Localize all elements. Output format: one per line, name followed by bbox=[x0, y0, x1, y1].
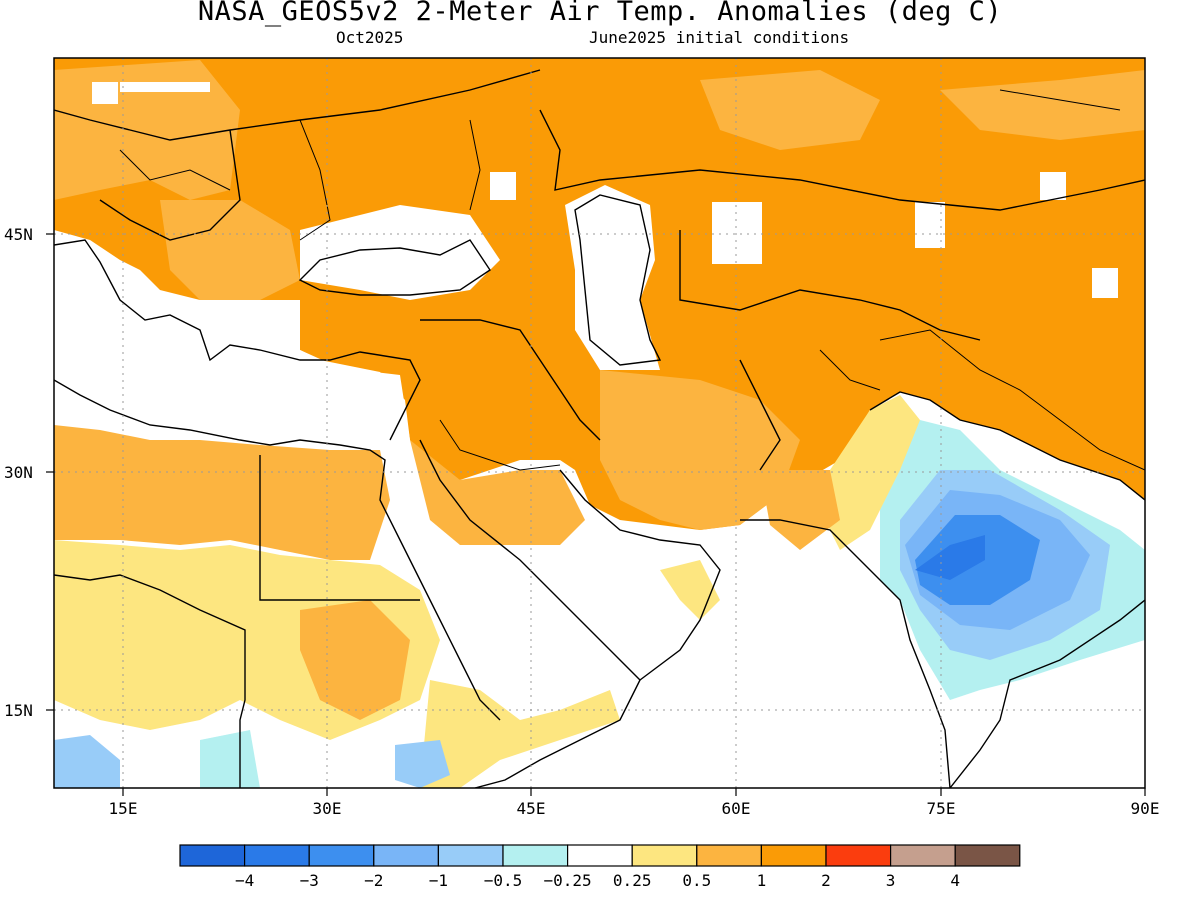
europe-no-data-2 bbox=[120, 82, 210, 92]
anomaly-region-iran-light bbox=[600, 370, 800, 530]
anomaly-region-india-deep-blue bbox=[915, 535, 985, 580]
colorbar-swatch bbox=[373, 844, 439, 867]
colorbar-label: 4 bbox=[950, 871, 960, 890]
anomaly-region-pakistan bbox=[825, 395, 920, 550]
map-title: NASA_GEOS5v2 2-Meter Air Temp. Anomalies… bbox=[197, 0, 1003, 27]
colorbar-label: −3 bbox=[300, 871, 319, 890]
colorbar-swatch bbox=[825, 844, 892, 867]
initial-conditions: June2025 initial conditions bbox=[589, 28, 850, 47]
black-sea-no-data bbox=[300, 205, 500, 300]
colorbar-swatch bbox=[696, 844, 762, 867]
colorbar-swatch bbox=[631, 844, 698, 867]
colorbar-label: −2 bbox=[364, 871, 383, 890]
tick-marks bbox=[46, 233, 1146, 796]
anomaly-region-horn-africa bbox=[420, 680, 620, 788]
forecast-month: Oct2025 bbox=[336, 28, 404, 47]
lon-label-90e: 90E bbox=[1131, 799, 1160, 818]
aral-sea-no-data bbox=[712, 202, 762, 264]
lake-small-no-data bbox=[490, 172, 516, 200]
lon-label-45e: 45E bbox=[517, 799, 546, 818]
lat-label-15n: 15N bbox=[4, 701, 33, 720]
colorbar-label: 0.5 bbox=[682, 871, 711, 890]
colorbar-label: −0.25 bbox=[544, 871, 592, 890]
map-plot-area bbox=[54, 58, 1145, 788]
colorbar-swatch bbox=[889, 844, 956, 867]
anomaly-region-siberia-light bbox=[940, 70, 1145, 140]
europe-no-data-1 bbox=[92, 82, 118, 104]
colorbar-label: −4 bbox=[235, 871, 254, 890]
colorbar-label: 2 bbox=[821, 871, 831, 890]
anomaly-region-europe-light bbox=[54, 60, 240, 200]
baikal-no-data bbox=[1040, 172, 1066, 200]
lon-label-15e: 15E bbox=[109, 799, 138, 818]
colorbar-label: 3 bbox=[886, 871, 896, 890]
anomaly-region-ethiopia-blue bbox=[395, 740, 450, 788]
colorbar-swatch bbox=[437, 844, 504, 867]
anomaly-region-africa-blue bbox=[54, 735, 120, 788]
colorbar-swatch bbox=[502, 844, 569, 867]
lon-label-60e: 60E bbox=[722, 799, 751, 818]
colorbar-label: −1 bbox=[429, 871, 448, 890]
country-borders bbox=[119, 89, 1145, 471]
anomaly-region-africa-blue-2 bbox=[200, 730, 260, 788]
lat-label-45n: 45N bbox=[4, 225, 33, 244]
anomaly-region-india-west bbox=[760, 470, 840, 550]
colorbar: −4 −3 −2 −1 −0.5 −0.25 0.25 0.5 1 2 3 4 bbox=[179, 844, 1021, 890]
lon-label-75e: 75E bbox=[927, 799, 956, 818]
anomaly-region-north-africa bbox=[54, 425, 390, 560]
colorbar-label: 1 bbox=[757, 871, 767, 890]
mediterranean-no-data bbox=[54, 240, 410, 445]
anomaly-region-central-asia-light bbox=[700, 70, 880, 150]
coastlines bbox=[54, 69, 1145, 788]
anomaly-region-arabia-north bbox=[410, 440, 585, 545]
colorbar-swatch bbox=[760, 844, 827, 867]
colorbar-label: 0.25 bbox=[613, 871, 652, 890]
colorbar-swatch bbox=[308, 844, 375, 867]
lon-label-30e: 30E bbox=[313, 799, 342, 818]
lat-label-30n: 30N bbox=[4, 463, 33, 482]
anomaly-region-balkans-light bbox=[160, 200, 300, 300]
colorbar-swatch bbox=[566, 844, 633, 867]
anomaly-region-oman bbox=[660, 560, 720, 620]
colorbar-swatch bbox=[244, 844, 310, 867]
colorbar-swatch bbox=[954, 844, 1021, 867]
lake-issyk-no-data bbox=[1092, 268, 1118, 298]
lake-balkhash-no-data bbox=[915, 202, 945, 248]
colorbar-label: −0.5 bbox=[484, 871, 523, 890]
colorbar-swatch bbox=[179, 844, 246, 867]
grid-lines bbox=[54, 58, 1145, 788]
map-frame bbox=[53, 57, 1146, 789]
